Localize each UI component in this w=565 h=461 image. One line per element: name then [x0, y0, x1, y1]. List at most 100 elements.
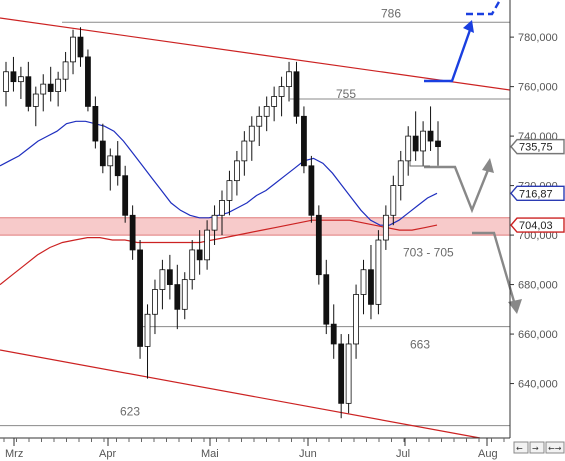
time-axis: Mrz Apr Mai Jun Jul Aug	[0, 437, 510, 461]
candle	[353, 284, 359, 359]
candle-body-down	[412, 135, 419, 152]
y-tick-label: 780,000	[518, 32, 558, 44]
candle-body-up	[360, 269, 367, 295]
candle	[241, 131, 248, 176]
candle-body-up	[397, 160, 404, 186]
candle	[70, 29, 76, 75]
candle-body-up	[226, 180, 233, 201]
base-scenario-arrow	[424, 165, 490, 214]
candle	[412, 111, 419, 161]
ma-long-line	[0, 219, 438, 286]
candle	[308, 155, 315, 223]
zoom-right-button[interactable]: →	[529, 441, 545, 454]
candle-body-down	[338, 343, 345, 404]
candle-body-up	[345, 343, 352, 404]
candle-body-down	[85, 56, 91, 107]
candle	[85, 49, 91, 112]
x-tick-label: Aug	[478, 448, 498, 460]
candle	[219, 190, 225, 236]
candle	[196, 230, 203, 275]
candle-body-up	[219, 200, 225, 216]
candle-body-up	[405, 135, 412, 162]
candle	[122, 165, 129, 223]
candle	[368, 244, 374, 320]
level-label-755: 755	[336, 87, 356, 101]
candle	[382, 205, 389, 250]
candle-body-up	[420, 130, 427, 152]
support-zone: 703 - 705	[0, 217, 510, 260]
candle	[397, 150, 404, 201]
candle	[390, 175, 397, 226]
candle-body-down	[330, 323, 337, 345]
candle	[137, 240, 143, 359]
candle-body-up	[375, 239, 382, 305]
candle	[189, 240, 196, 290]
ma-short-line	[0, 120, 438, 226]
last-price-connector	[409, 160, 430, 167]
candle	[129, 205, 136, 260]
candle-body-down	[293, 71, 300, 117]
candle	[338, 334, 345, 419]
candle	[25, 61, 32, 112]
candle	[345, 334, 352, 414]
zoom-controls[interactable]: ← → ←→	[513, 441, 565, 454]
candle	[99, 123, 106, 174]
candle-body-down	[301, 115, 307, 167]
x-axis-background	[0, 439, 510, 461]
x-tick-label: Mrz	[5, 448, 23, 460]
arrow-icon: ←→	[548, 444, 562, 453]
candle	[420, 121, 427, 166]
candle-body-up	[159, 269, 166, 290]
candle	[55, 71, 62, 107]
candle-body-down	[47, 83, 54, 92]
candle-body-down	[77, 36, 84, 58]
support-zone-band	[0, 217, 510, 236]
candle	[166, 254, 173, 300]
price-tag: 735,75	[510, 138, 565, 155]
candle	[278, 76, 285, 117]
zoom-button-frame	[545, 441, 565, 454]
zoom-fit-button[interactable]: ←→	[545, 441, 565, 454]
x-tick-label: Apr	[99, 448, 116, 460]
price-tag-box	[510, 217, 565, 233]
candle-body-down	[174, 284, 181, 310]
candle	[211, 205, 218, 245]
candle	[62, 51, 69, 92]
bull-scenario-arrowhead	[463, 20, 474, 33]
candle-body-down	[368, 269, 374, 305]
candle-body-down	[92, 106, 99, 142]
candle	[360, 259, 367, 315]
candle-body-down	[166, 269, 173, 285]
arrow-icon: ←	[516, 444, 523, 453]
candle	[152, 279, 158, 335]
candle	[293, 61, 300, 124]
candle-body-down	[114, 155, 121, 177]
bull-scenario-target	[466, 0, 502, 16]
candle-body-down	[308, 165, 315, 216]
candle-body-up	[189, 249, 196, 281]
candle	[405, 126, 412, 176]
x-tick-label: Mai	[201, 448, 219, 460]
candle-body-up	[3, 71, 9, 92]
price-tag-value: 704,03	[519, 220, 553, 232]
bear-scenario-arrow	[472, 231, 517, 306]
candle	[435, 121, 441, 166]
candles	[3, 27, 441, 419]
candle-body-up	[271, 96, 278, 107]
candle	[204, 220, 211, 270]
candle	[107, 148, 114, 191]
candle-body-down	[25, 76, 32, 107]
y-tick-label: 700,000	[518, 230, 558, 242]
x-tick-label: Jul	[396, 448, 410, 460]
support-zone-label: 703 - 705	[403, 246, 454, 260]
candle	[3, 61, 9, 107]
zoom-left-button[interactable]: ←	[513, 441, 529, 454]
base-scenario-arrowhead	[482, 158, 494, 173]
candle-body-up	[17, 76, 24, 83]
candle-body-up	[390, 185, 397, 216]
candle-body-up	[278, 86, 285, 97]
candle	[233, 150, 240, 196]
bull-scenario-arrow	[424, 29, 472, 83]
x-tick-label: Jun	[299, 448, 317, 460]
